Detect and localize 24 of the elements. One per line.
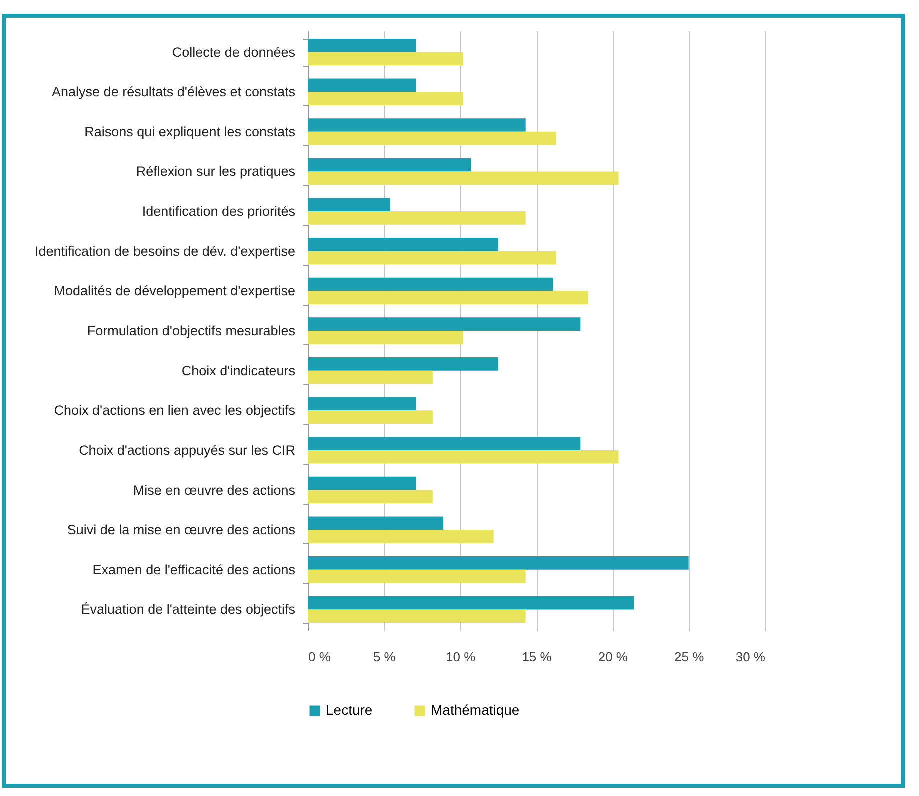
- y-tick-label: Identification de besoins de dév. d'expertise: [35, 244, 296, 259]
- x-tick-label: 15 %: [522, 650, 552, 664]
- y-tick-label: Identification des priorités: [142, 204, 296, 220]
- y-tick-label: Mise en œuvre des actions: [133, 482, 296, 498]
- y-tick-label: Examen de l'efficacité des actions: [92, 562, 296, 578]
- x-tick-label: 10 %: [446, 650, 476, 664]
- y-tick-label: Collecte de données: [172, 44, 296, 60]
- x-tick-label: 30 %: [736, 650, 766, 664]
- x-tick-label: 0 %: [308, 650, 332, 664]
- legend-label: Lecture: [326, 702, 373, 718]
- y-tick-label: Choix d'actions en lien avec les objectifs: [54, 403, 296, 418]
- y-tick-label: Suivi de la mise en œuvre des actions: [67, 522, 296, 538]
- y-tick-label: Formulation d'objectifs mesurables: [87, 324, 296, 338]
- y-tick-label: Évaluation de l'atteinte des objectifs: [81, 602, 296, 618]
- y-tick-label: Analyse de résultats d'élèves et constats: [52, 84, 296, 100]
- y-tick-label: Modalités de développement d'expertise: [54, 284, 296, 299]
- y-tick-label: Raisons qui expliquent les constats: [84, 124, 296, 140]
- x-tick-label: 25 %: [674, 650, 705, 664]
- y-tick-label: Choix d'indicateurs: [182, 363, 296, 378]
- x-tick-label: 20 %: [598, 650, 628, 664]
- y-tick-label: Réflexion sur les pratiques: [136, 164, 296, 180]
- x-tick-label: 5 %: [373, 650, 396, 664]
- y-tick-label: Choix d'actions appuyés sur les CIR: [79, 442, 296, 458]
- legend-label: Mathématique: [431, 702, 520, 718]
